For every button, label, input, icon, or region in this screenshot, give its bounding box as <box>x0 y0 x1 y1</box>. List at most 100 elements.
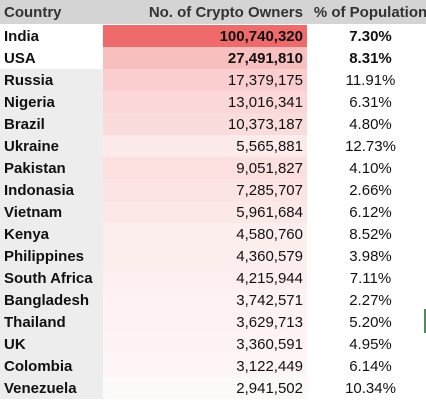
owners-cell[interactable]: 3,122,449 <box>103 355 307 377</box>
owners-value: 7,285,707 <box>236 181 303 199</box>
table-row: Indonasia 7,285,707 2.66% <box>0 179 426 201</box>
owners-cell[interactable]: 27,491,810 <box>103 47 307 69</box>
pct-cell[interactable]: 6.12% <box>349 203 392 221</box>
pct-cell[interactable]: 2.27% <box>349 291 392 309</box>
pct-cell[interactable]: 12.73% <box>345 137 396 155</box>
heat-fill <box>103 91 307 113</box>
owners-cell[interactable]: 10,373,187 <box>103 113 307 135</box>
country-cell[interactable]: Nigeria <box>0 91 103 113</box>
owners-value: 3,629,713 <box>236 313 303 331</box>
table-row: Pakistan 9,051,827 4.10% <box>0 157 426 179</box>
owners-value: 10,373,187 <box>227 115 303 133</box>
country-cell[interactable]: UK <box>0 333 103 355</box>
country-cell[interactable]: Russia <box>0 69 103 91</box>
heat-fill <box>103 201 307 223</box>
pct-cell[interactable]: 7.11% <box>349 269 392 287</box>
country-cell[interactable]: Philippines <box>0 245 103 267</box>
pct-cell[interactable]: 6.31% <box>349 93 392 111</box>
pct-cell[interactable]: 3.98% <box>349 247 392 265</box>
table-row: Vietnam 5,961,684 6.12% <box>0 201 426 223</box>
heat-fill <box>103 135 307 157</box>
country-cell[interactable]: India <box>0 25 103 47</box>
heat-fill <box>103 47 307 69</box>
owners-value: 5,961,684 <box>236 203 303 221</box>
owners-cell[interactable]: 3,360,591 <box>103 333 307 355</box>
country-cell[interactable]: Vietnam <box>0 201 103 223</box>
table-row: Ukraine 5,565,881 12.73% <box>0 135 426 157</box>
owners-cell[interactable]: 5,961,684 <box>103 201 307 223</box>
window-edge-marker <box>424 309 426 333</box>
table-row: Nigeria 13,016,341 6.31% <box>0 91 426 113</box>
country-cell[interactable]: Ukraine <box>0 135 103 157</box>
heat-fill <box>103 333 307 355</box>
pct-cell[interactable]: 11.91% <box>345 71 396 89</box>
table-row: Brazil 10,373,187 4.80% <box>0 113 426 135</box>
table-row: South Africa 4,215,944 7.11% <box>0 267 426 289</box>
owners-value: 5,565,881 <box>236 137 303 155</box>
owners-cell[interactable]: 3,742,571 <box>103 289 307 311</box>
owners-value: 4,360,579 <box>236 247 303 265</box>
country-cell[interactable]: Kenya <box>0 223 103 245</box>
country-cell[interactable]: Pakistan <box>0 157 103 179</box>
owners-cell[interactable]: 5,565,881 <box>103 135 307 157</box>
heat-fill <box>103 223 307 245</box>
owners-cell[interactable]: 13,016,341 <box>103 91 307 113</box>
owners-cell[interactable]: 4,580,760 <box>103 223 307 245</box>
owners-value: 3,742,571 <box>236 291 303 309</box>
country-cell[interactable]: South Africa <box>0 267 103 289</box>
header-owners[interactable]: No. of Crypto Owners <box>148 3 303 21</box>
heat-fill <box>103 113 307 135</box>
pct-cell[interactable]: 7.30% <box>349 27 392 45</box>
country-cell[interactable]: USA <box>0 47 103 69</box>
owners-value: 17,379,175 <box>227 71 303 89</box>
table-row: Bangladesh 3,742,571 2.27% <box>0 289 426 311</box>
pct-cell[interactable]: 4.80% <box>349 115 392 133</box>
owners-value: 9,051,827 <box>236 159 303 177</box>
pct-cell[interactable]: 6.14% <box>349 357 392 375</box>
owners-cell[interactable]: 17,379,175 <box>103 69 307 91</box>
pct-cell[interactable]: 10.34% <box>345 379 396 397</box>
pct-cell[interactable]: 4.10% <box>349 159 392 177</box>
country-cell[interactable]: Venezuela <box>0 377 103 399</box>
heat-fill <box>103 69 307 91</box>
country-cell[interactable]: Brazil <box>0 113 103 135</box>
owners-cell[interactable]: 2,941,502 <box>103 377 307 399</box>
header-row: Country No. of Crypto Owners % of Popula… <box>0 0 426 24</box>
pct-cell[interactable]: 8.52% <box>349 225 392 243</box>
country-cell[interactable]: Colombia <box>0 355 103 377</box>
owners-cell[interactable]: 4,360,579 <box>103 245 307 267</box>
heat-fill <box>103 267 307 289</box>
table-row: Philippines 4,360,579 3.98% <box>0 245 426 267</box>
country-cell[interactable]: Bangladesh <box>0 289 103 311</box>
pct-cell[interactable]: 4.95% <box>349 335 392 353</box>
pct-cell[interactable]: 2.66% <box>349 181 392 199</box>
pct-cell[interactable]: 8.31% <box>349 49 392 67</box>
owners-cell[interactable]: 100,740,320 <box>103 25 307 47</box>
header-pct[interactable]: % of Population <box>313 3 426 21</box>
owners-cell[interactable]: 9,051,827 <box>103 157 307 179</box>
table-row: India 100,740,320 7.30% <box>0 25 426 47</box>
heat-fill <box>103 179 307 201</box>
country-cell[interactable]: Thailand <box>0 311 103 333</box>
heat-fill <box>103 157 307 179</box>
country-cell[interactable]: Indonasia <box>0 179 103 201</box>
table-row: Venezuela 2,941,502 10.34% <box>0 377 426 399</box>
owners-value: 2,941,502 <box>236 379 303 397</box>
owners-value: 3,122,449 <box>236 357 303 375</box>
owners-cell[interactable]: 3,629,713 <box>103 311 307 333</box>
pct-cell[interactable]: 5.20% <box>349 313 392 331</box>
table-row: Thailand 3,629,713 5.20% <box>0 311 426 333</box>
heat-fill <box>103 25 307 47</box>
owners-cell[interactable]: 7,285,707 <box>103 179 307 201</box>
owners-cell[interactable]: 4,215,944 <box>103 267 307 289</box>
owners-value: 3,360,591 <box>236 335 303 353</box>
table-row: USA 27,491,810 8.31% <box>0 47 426 69</box>
heat-fill <box>103 289 307 311</box>
owners-value: 4,215,944 <box>236 269 303 287</box>
owners-value: 27,491,810 <box>227 49 303 67</box>
header-country[interactable]: Country <box>0 0 103 24</box>
table-row: Russia 17,379,175 11.91% <box>0 69 426 91</box>
heat-fill <box>103 311 307 333</box>
heat-fill <box>103 245 307 267</box>
